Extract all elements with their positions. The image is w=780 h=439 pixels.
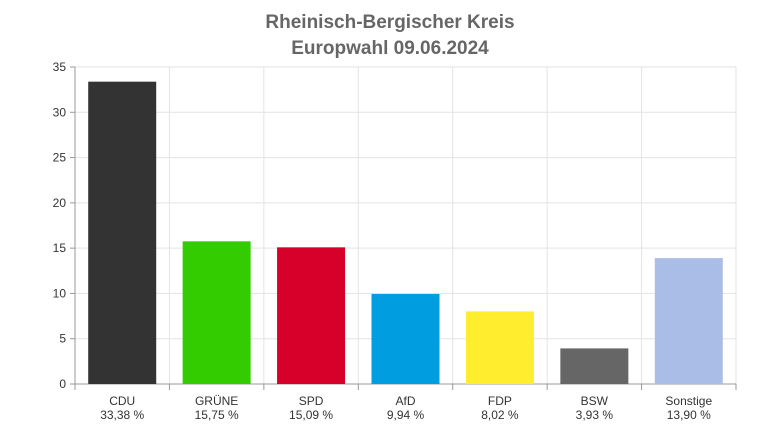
chart-title: Rheinisch-Bergischer Kreis xyxy=(265,12,515,33)
value-label: 9,94 % xyxy=(387,408,425,422)
category-label: FDP xyxy=(488,394,512,408)
value-label: 3,93 % xyxy=(576,408,614,422)
value-label: 8,02 % xyxy=(481,408,519,422)
value-label: 13,90 % xyxy=(667,408,711,422)
y-tick-label: 25 xyxy=(53,151,67,165)
category-label: AfD xyxy=(395,394,415,408)
y-tick-label: 5 xyxy=(59,332,66,346)
bar xyxy=(88,81,157,384)
chart-subtitle: Europwahl 09.06.2024 xyxy=(291,38,489,59)
y-tick-label: 0 xyxy=(59,377,66,391)
value-label: 33,38 % xyxy=(100,408,144,422)
category-label: SPD xyxy=(299,394,324,408)
bar xyxy=(654,258,723,384)
value-label: 15,09 % xyxy=(289,408,333,422)
category-label: BSW xyxy=(581,394,609,408)
category-label: CDU xyxy=(109,394,135,408)
y-tick-label: 30 xyxy=(53,105,67,119)
y-tick-label: 35 xyxy=(53,60,67,74)
bar xyxy=(371,293,440,384)
bar xyxy=(277,247,346,384)
bar xyxy=(182,241,251,384)
y-tick-label: 10 xyxy=(53,286,67,300)
bar xyxy=(465,311,534,384)
category-label: Sonstige xyxy=(665,394,712,408)
y-tick-label: 15 xyxy=(53,241,67,255)
category-label: GRÜNE xyxy=(195,394,238,408)
bar xyxy=(560,348,629,384)
value-label: 15,75 % xyxy=(195,408,239,422)
y-tick-label: 20 xyxy=(53,196,67,210)
